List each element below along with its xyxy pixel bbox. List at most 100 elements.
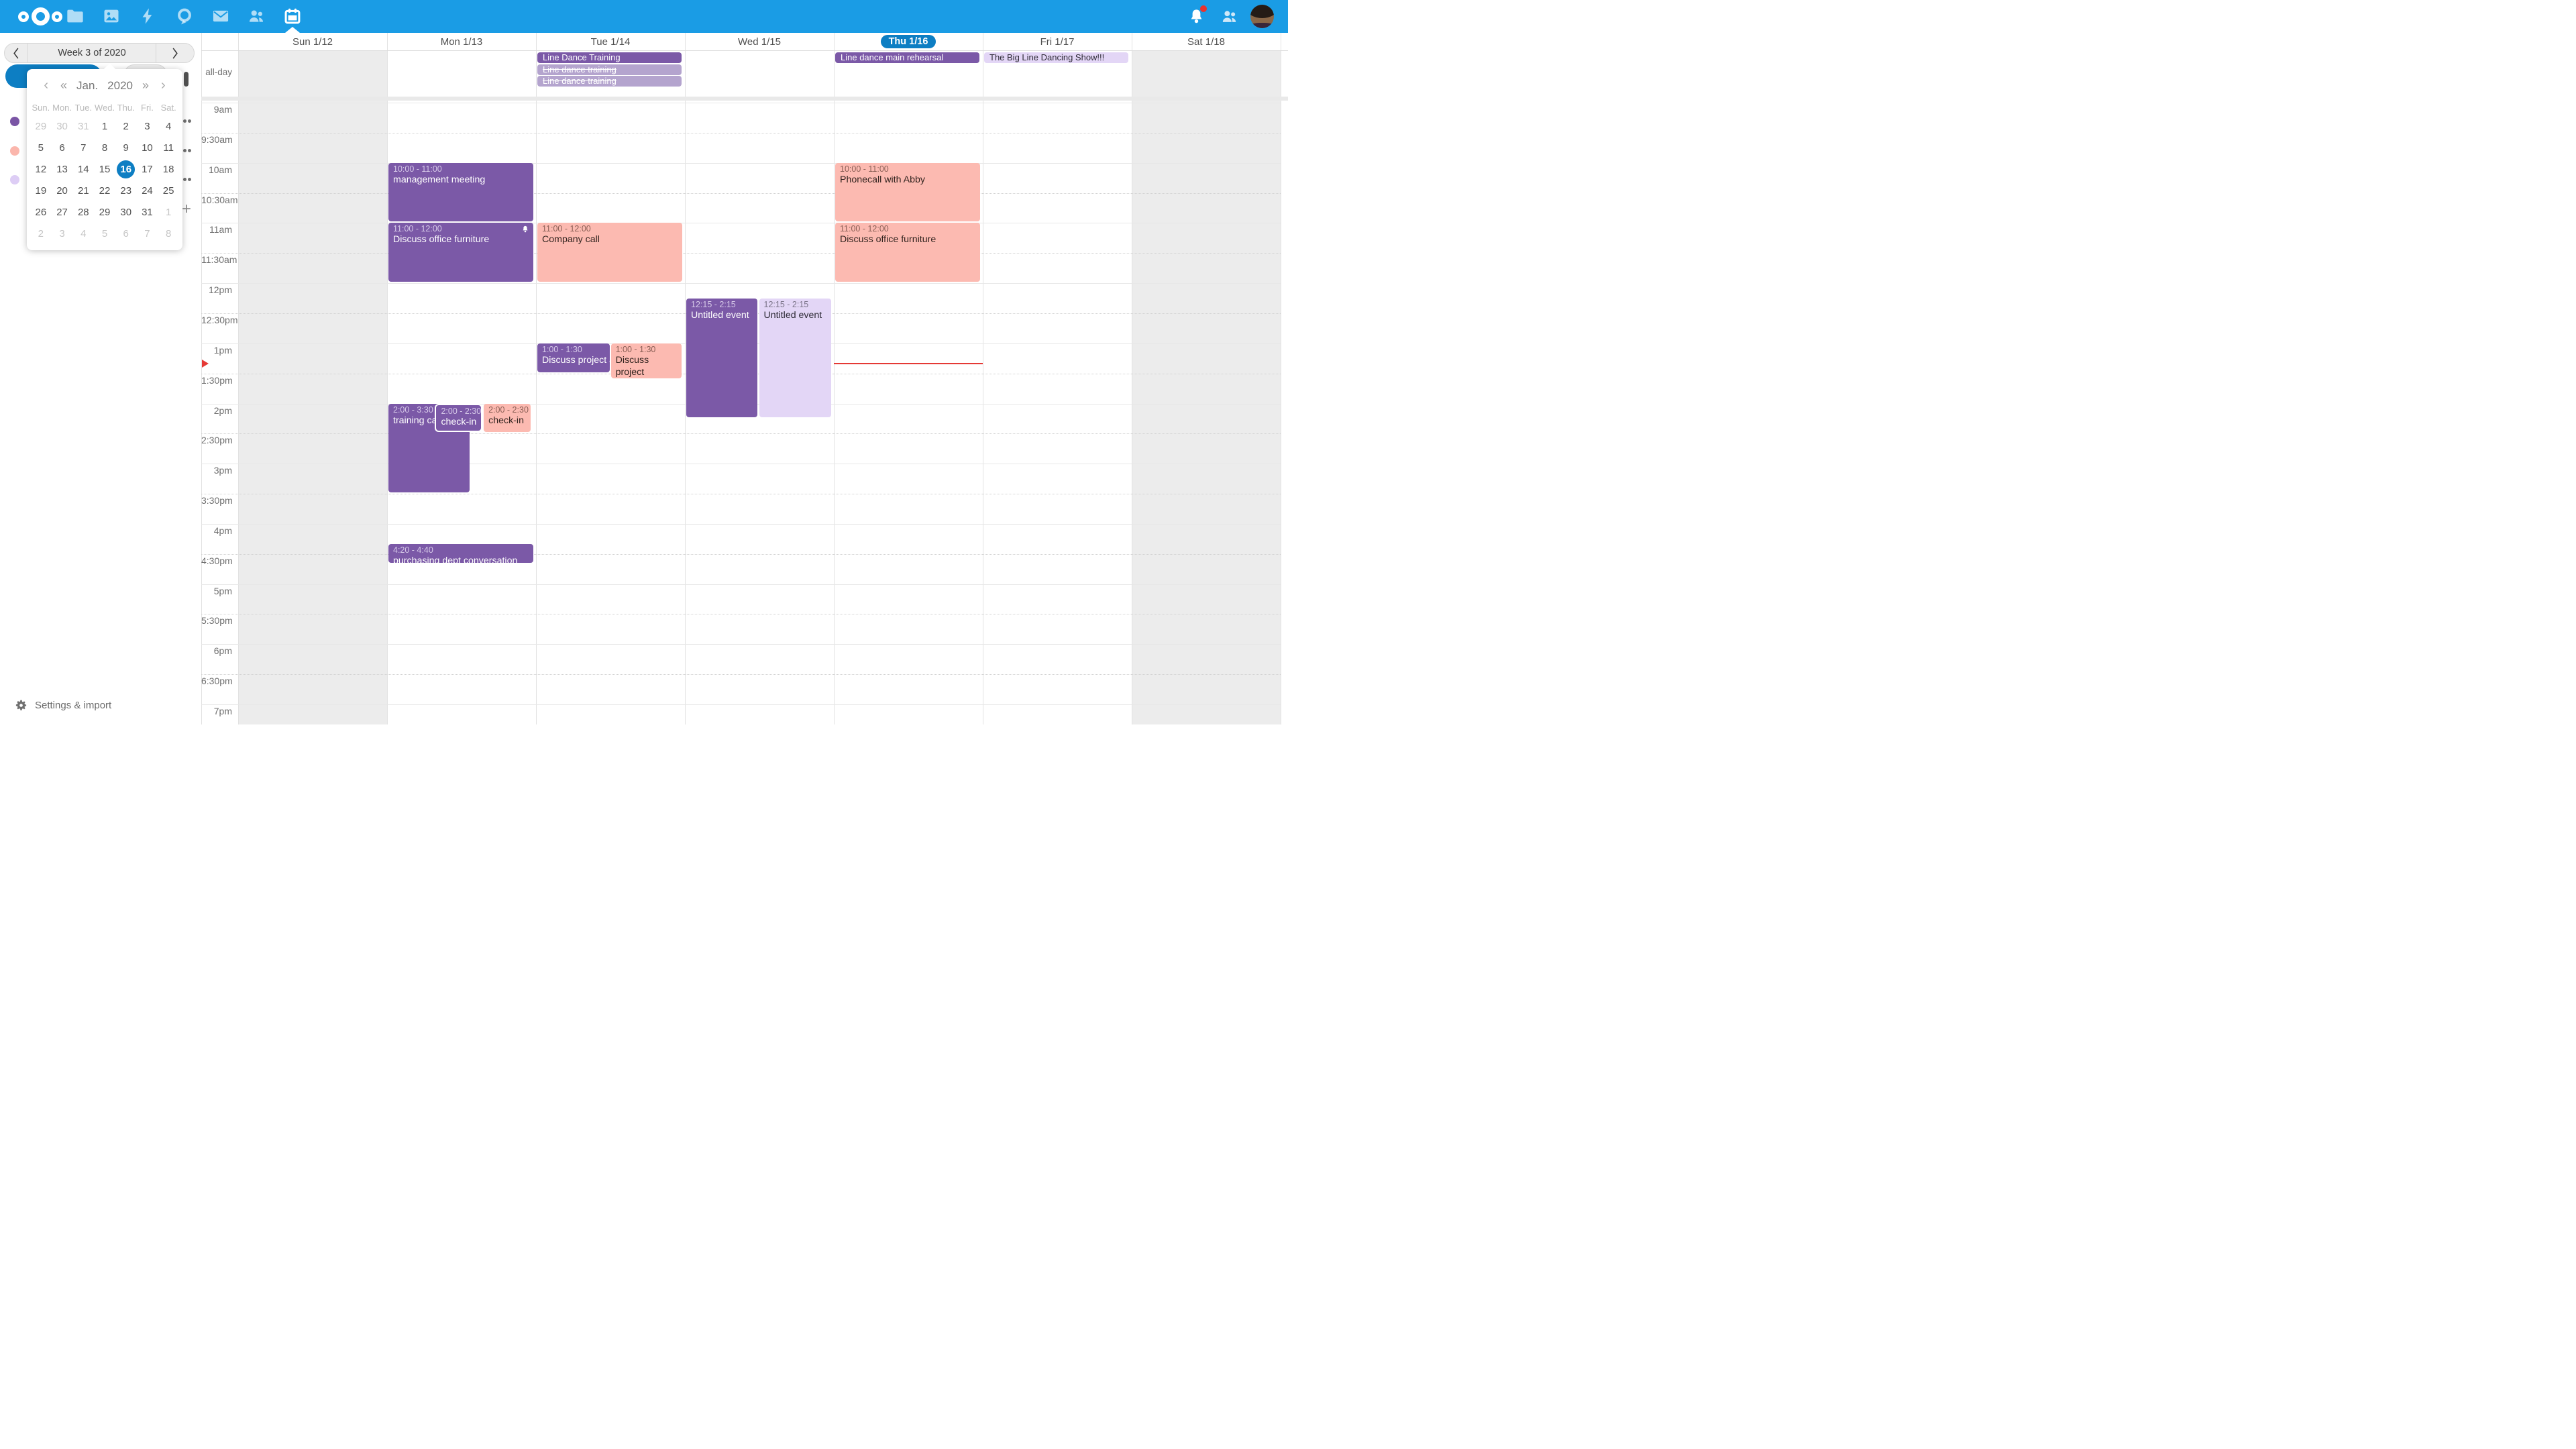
event[interactable]: 12:15 - 2:15 Untitled event — [686, 298, 758, 417]
event-title: Phonecall with Abby — [840, 174, 925, 185]
event[interactable]: 4:20 - 4:40 purchasing dept conversation — [388, 543, 533, 566]
datepicker-day[interactable]: 14 — [77, 163, 89, 175]
datepicker-day[interactable]: 1 — [165, 206, 172, 218]
sidebar-scrollbar-thumb[interactable] — [184, 72, 189, 87]
calendar-icon[interactable] — [283, 7, 302, 25]
datepicker-day[interactable]: 18 — [162, 163, 174, 175]
next-year-icon[interactable]: » — [142, 78, 149, 92]
datepicker-day[interactable]: 30 — [56, 120, 68, 132]
datepicker-day[interactable]: 6 — [59, 142, 65, 154]
datepicker-day[interactable]: 29 — [99, 206, 111, 218]
datepicker-day[interactable]: 7 — [144, 227, 150, 239]
event-title: Discuss office furniture — [393, 234, 490, 246]
files-icon[interactable] — [66, 7, 85, 25]
datepicker-day[interactable]: 15 — [99, 163, 111, 175]
datepicker-day[interactable]: 22 — [99, 184, 111, 197]
allday-event[interactable]: Line dance training — [537, 64, 682, 75]
datepicker-day[interactable]: 26 — [35, 206, 47, 218]
weekend-shade — [238, 101, 387, 724]
contacts-menu-icon[interactable] — [1220, 7, 1238, 25]
time-label: 6:30pm — [201, 676, 233, 687]
calendar-color-dot — [10, 117, 19, 126]
datepicker-day[interactable]: 23 — [120, 184, 132, 197]
activity-icon[interactable] — [138, 7, 157, 25]
datepicker-day[interactable]: 4 — [80, 227, 87, 239]
datepicker-day[interactable]: 21 — [77, 184, 89, 197]
datepicker-day[interactable]: 3 — [144, 120, 150, 132]
event[interactable]: 11:00 - 12:00 Company call — [537, 223, 682, 282]
prev-year-icon[interactable]: « — [60, 78, 68, 92]
datepicker-day[interactable]: 2 — [123, 120, 129, 132]
contacts-icon[interactable] — [247, 7, 266, 25]
event[interactable]: 12:15 - 2:15 Untitled event — [759, 298, 831, 417]
event[interactable]: 10:00 - 11:00 Phonecall with Abby — [835, 162, 980, 222]
datepicker-day[interactable]: 31 — [142, 206, 153, 218]
settings-and-import[interactable]: Settings & import — [15, 699, 111, 712]
today-day-pill: Thu 1/16 — [880, 35, 936, 48]
event[interactable]: 11:00 - 12:00 Discuss office furniture — [388, 223, 533, 282]
datepicker-day[interactable]: 4 — [165, 120, 172, 132]
allday-event[interactable]: The Big Line Dancing Show!!! — [984, 52, 1128, 63]
event[interactable]: 2:00 - 2:30 check-in — [435, 403, 483, 433]
datepicker-day[interactable]: 8 — [101, 142, 108, 154]
datepicker-day[interactable]: 24 — [142, 184, 153, 197]
datepicker-day[interactable]: 9 — [123, 142, 129, 154]
event[interactable]: 2:00 - 2:30 check-in — [484, 403, 531, 433]
datepicker-day[interactable]: 1 — [101, 120, 108, 132]
nextcloud-logo[interactable] — [18, 7, 62, 25]
event-title: Discuss project announcement — [615, 354, 649, 378]
datepicker-day[interactable]: 5 — [101, 227, 108, 239]
photos-icon[interactable] — [102, 7, 121, 25]
allday-event[interactable]: Line dance training — [537, 76, 682, 87]
datepicker-day[interactable]: 16 — [115, 158, 137, 180]
datepicker-day[interactable]: 10 — [142, 142, 153, 154]
user-avatar[interactable] — [1250, 5, 1274, 28]
allday-grid-gap — [201, 97, 1288, 101]
datepicker-month[interactable]: Jan. — [76, 78, 99, 92]
datepicker-day[interactable]: 19 — [35, 184, 47, 197]
datepicker-day[interactable]: 30 — [120, 206, 132, 218]
next-week-button[interactable] — [156, 44, 194, 62]
previous-week-button[interactable] — [5, 44, 28, 62]
talk-icon[interactable] — [175, 7, 194, 25]
datepicker-day[interactable]: 5 — [38, 142, 44, 154]
datepicker-day[interactable]: 2 — [38, 227, 44, 239]
datepicker-day[interactable]: 28 — [77, 206, 89, 218]
notifications-bell-icon[interactable] — [1187, 5, 1207, 25]
allday-event[interactable]: Line Dance Training — [537, 52, 682, 63]
day-header: Fri 1/17 — [1040, 36, 1075, 48]
datepicker-day[interactable]: 25 — [162, 184, 174, 197]
datepicker-day[interactable]: 8 — [165, 227, 172, 239]
datepicker-day[interactable]: 3 — [59, 227, 65, 239]
datepicker-day[interactable]: 6 — [123, 227, 129, 239]
add-calendar-button[interactable]: + — [182, 200, 192, 218]
event[interactable]: 10:00 - 11:00 management meeting — [388, 162, 533, 222]
datepicker-day[interactable]: 11 — [163, 142, 174, 154]
event[interactable]: 11:00 - 12:00 Discuss office furniture — [835, 223, 980, 282]
grid-row-line — [201, 193, 1281, 194]
datepicker-day[interactable]: 27 — [56, 206, 68, 218]
datepicker-day[interactable]: 13 — [56, 163, 68, 175]
grid-column-line — [201, 33, 202, 724]
prev-month-icon[interactable]: ‹ — [44, 78, 48, 93]
datepicker-day[interactable]: 17 — [142, 163, 153, 175]
time-label: 10:30am — [201, 194, 238, 205]
weekday-label: Sun. — [32, 103, 50, 113]
datepicker-nav: ‹ « Jan. 2020 » › — [27, 69, 182, 93]
datepicker-day[interactable]: 20 — [56, 184, 68, 197]
mail-icon[interactable] — [211, 7, 230, 25]
datepicker-day[interactable]: 29 — [35, 120, 47, 132]
datepicker-year[interactable]: 2020 — [107, 78, 133, 92]
next-month-icon[interactable]: › — [161, 78, 166, 93]
time-label: 3:30pm — [201, 495, 233, 506]
datepicker-day[interactable]: 12 — [35, 163, 47, 175]
datepicker-day[interactable]: 7 — [80, 142, 87, 154]
grid-row-line — [201, 283, 1281, 284]
grid-row-line — [201, 523, 1281, 525]
datepicker-day[interactable]: 31 — [77, 120, 89, 132]
allday-event[interactable]: Line dance main rehearsal — [835, 52, 979, 63]
grid-row-line — [201, 644, 1281, 645]
week-label[interactable]: Week 3 of 2020 — [28, 44, 156, 62]
